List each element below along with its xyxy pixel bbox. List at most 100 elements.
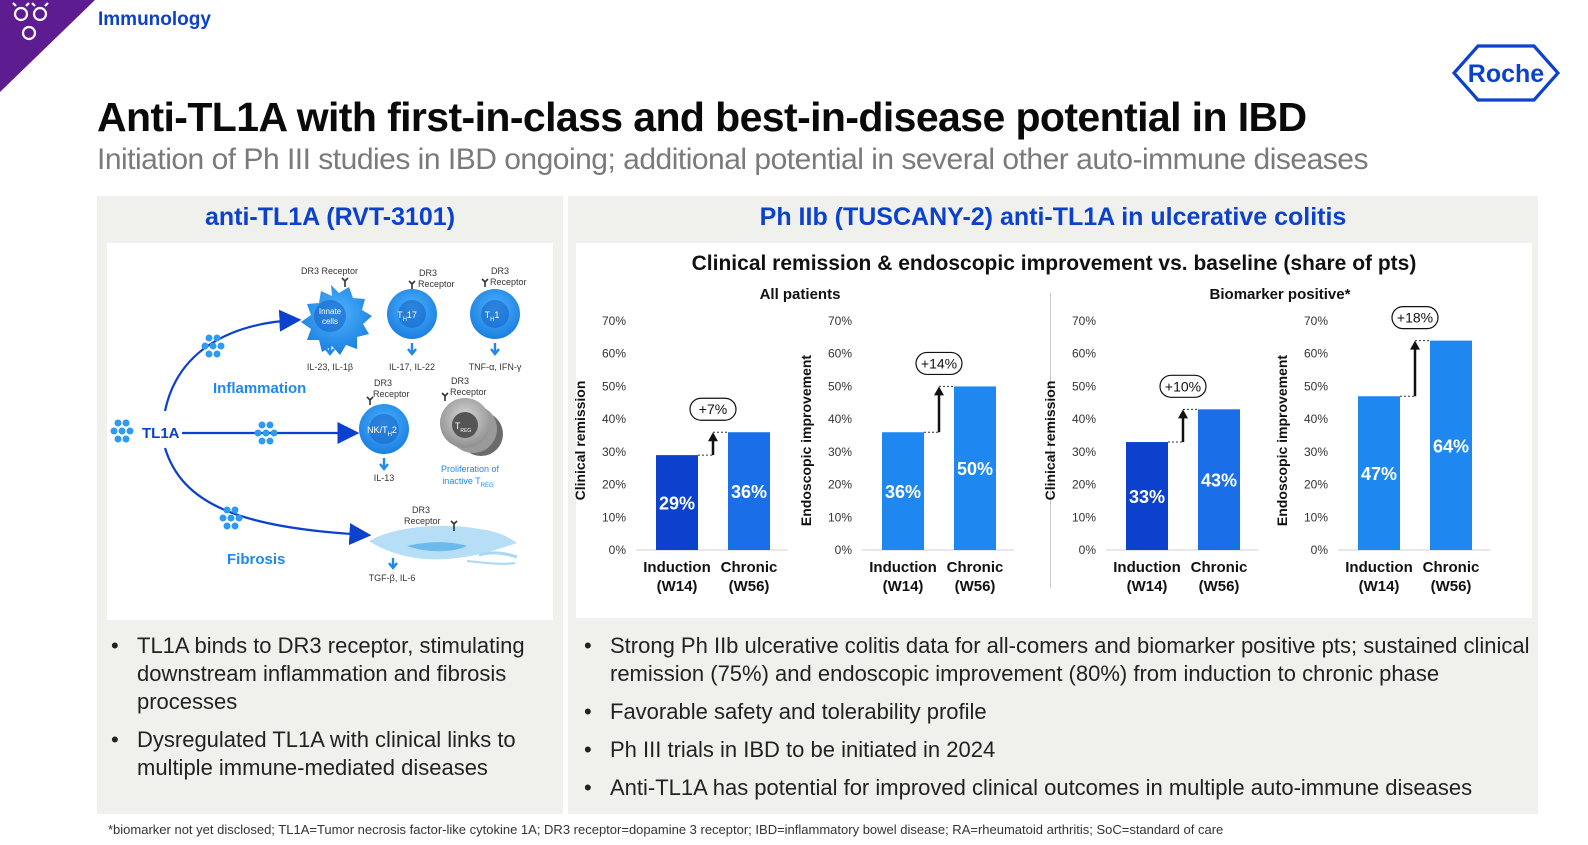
fibrosis-arrow <box>163 447 372 546</box>
delta-label: +10% <box>1165 378 1201 394</box>
receptor-line1-th1: DR3 <box>491 266 509 276</box>
delta-arrow-head <box>934 386 944 396</box>
category-label: Induction <box>869 559 937 576</box>
receptor-icon <box>408 280 416 289</box>
immunology-cells-icon <box>12 2 49 41</box>
category-label: (W14) <box>657 578 698 595</box>
cytokines-nk: IL-13 <box>374 473 395 483</box>
receptor-icon <box>441 392 449 401</box>
fibrosis-label: Fibrosis <box>227 551 285 568</box>
y-tick-label: 30% <box>1072 445 1096 459</box>
category-label: (W14) <box>883 578 924 595</box>
bar-value-label: 47% <box>1361 464 1397 484</box>
group-divider <box>1050 293 1051 588</box>
bullet-item: Strong Ph IIb ulcerative colitis data fo… <box>572 632 1537 688</box>
receptor-line2-treg: Receptor <box>450 387 487 397</box>
category-label: Chronic <box>947 559 1004 576</box>
category-label: (W56) <box>729 578 770 595</box>
y-tick-label: 10% <box>1304 510 1328 524</box>
delta-arrow-head <box>1178 409 1188 419</box>
bullet-item: Anti-TL1A has potential for improved cli… <box>572 774 1537 802</box>
treg-cell-icon <box>440 398 503 456</box>
category-label: (W14) <box>1127 578 1168 595</box>
th17-label: T <box>397 310 403 320</box>
y-tick-label: 50% <box>1304 379 1328 393</box>
bar-value-label: 33% <box>1129 487 1165 507</box>
bullet-item: Ph III trials in IBD to be initiated in … <box>572 736 1537 764</box>
category-label: (W56) <box>1199 578 1240 595</box>
receptor-icon <box>450 520 458 531</box>
receptor-icon <box>481 278 489 287</box>
bar <box>1358 396 1400 550</box>
bar <box>954 386 996 550</box>
category-label: (W14) <box>1359 578 1400 595</box>
fibroblast-cell-icon <box>369 525 518 565</box>
delta-label: +18% <box>1397 310 1433 326</box>
down-arrow-icon <box>388 558 398 570</box>
svg-text:TH17: TH17 <box>397 310 417 323</box>
chart-title: Clinical remission & endoscopic improvem… <box>691 252 1417 275</box>
bar <box>1126 442 1168 550</box>
y-tick-label: 20% <box>602 478 626 492</box>
right-bullet-list: Strong Ph IIb ulcerative colitis data fo… <box>572 632 1537 812</box>
bullet-item: Favorable safety and tolerability profil… <box>572 698 1537 726</box>
y-axis-label: Endoscopic improvement <box>1274 355 1290 526</box>
delta-label: +7% <box>699 401 727 417</box>
category-label: Chronic <box>1423 559 1480 576</box>
th1-label: T <box>485 310 491 320</box>
tl1a-cluster-icon <box>201 334 278 530</box>
y-tick-label: 10% <box>602 510 626 524</box>
y-tick-label: 70% <box>602 314 626 328</box>
y-tick-label: 60% <box>602 347 626 361</box>
y-tick-label: 10% <box>828 510 852 524</box>
y-tick-label: 0% <box>1311 543 1329 557</box>
category-label: Chronic <box>1191 559 1248 576</box>
bar <box>882 432 924 550</box>
prolif-sub: REG <box>481 483 494 489</box>
delta-badge <box>689 397 737 421</box>
receptor-line1-fibro: DR3 <box>412 505 430 515</box>
mechanism-diagram: TL1A Inflammation Fibrosis Innate cells … <box>110 266 527 583</box>
innate-line2: cells <box>322 317 338 326</box>
th1-sub: H <box>490 317 494 323</box>
page-subtitle: Initiation of Ph III studies in IBD ongo… <box>97 143 1368 176</box>
roche-logo: Roche <box>1452 44 1560 102</box>
page-title: Anti-TL1A with first-in-class and best-i… <box>97 94 1307 140</box>
bar-value-label: 29% <box>659 494 695 514</box>
receptor-line1-nk: DR3 <box>374 378 392 388</box>
prolif-line1: Proliferation of <box>441 464 500 474</box>
y-axis-label: Clinical remission <box>572 381 588 501</box>
down-arrow-icon <box>379 458 389 471</box>
y-tick-label: 0% <box>835 543 853 557</box>
y-tick-label: 10% <box>1072 510 1096 524</box>
receptor-icon <box>341 277 349 287</box>
y-tick-label: 40% <box>828 412 852 426</box>
left-panel-title: anti-TL1A (RVT-3101) <box>204 203 456 231</box>
left-bullet-list: TL1A binds to DR3 receptor, stimulating … <box>99 632 559 792</box>
bar-value-label: 50% <box>957 459 993 479</box>
cytokines-th17: IL-17, IL-22 <box>389 362 435 372</box>
group-label-biomarker: Biomarker positive* <box>1209 286 1351 303</box>
logo-text: Roche <box>1468 60 1545 88</box>
bar <box>1198 409 1240 550</box>
corner-decoration <box>0 0 95 92</box>
category-label: Induction <box>643 559 711 576</box>
y-tick-label: 70% <box>1304 314 1328 328</box>
y-axis-label: Clinical remission <box>1042 381 1058 501</box>
svg-text:NK/TH2: NK/TH2 <box>367 425 397 438</box>
receptor-line1-th17: DR3 <box>419 268 437 278</box>
delta-badge <box>1159 374 1207 398</box>
tl1a-label: TL1A <box>142 425 180 442</box>
bar-value-label: 36% <box>731 482 767 502</box>
nk-num: 2 <box>392 425 397 435</box>
y-tick-label: 0% <box>1079 543 1097 557</box>
y-tick-label: 40% <box>1304 412 1328 426</box>
delta-arrow-head <box>1410 340 1420 350</box>
bar <box>656 455 698 550</box>
th1-num: 1 <box>494 310 499 320</box>
down-arrow-icon <box>490 343 500 356</box>
receptor-line2-fibro: Receptor <box>404 516 441 526</box>
y-tick-label: 50% <box>1072 379 1096 393</box>
right-panel-title: Ph IIb (TUSCANY-2) anti-TL1A in ulcerati… <box>759 203 1347 231</box>
y-tick-label: 60% <box>1072 347 1096 361</box>
